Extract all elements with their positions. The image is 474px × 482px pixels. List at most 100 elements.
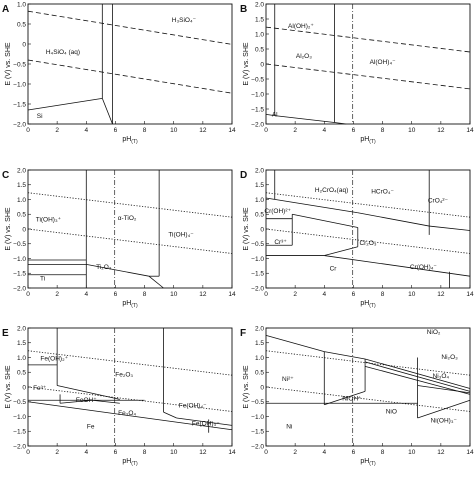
x-tick-label: 12 <box>199 449 207 456</box>
x-tick-label: 8 <box>381 449 385 456</box>
y-tick-label: −0.5 <box>251 241 264 248</box>
phase-boundary <box>57 385 120 400</box>
water-stability-line <box>27 386 233 412</box>
panel-label: F <box>240 328 246 339</box>
x-axis-label: pH(T) <box>360 458 376 467</box>
water-stability-line <box>27 192 233 218</box>
phase-boundary <box>334 122 347 125</box>
x-tick-label: 12 <box>437 449 445 456</box>
y-axis-label: E (V) vs. SHE <box>5 207 12 251</box>
y-tick-label: −1.5 <box>13 271 26 278</box>
phase-boundary <box>292 213 358 228</box>
y-tick-label: 0.5 <box>17 370 26 377</box>
x-tick-label: 14 <box>228 291 236 298</box>
phase-boundary <box>274 115 335 123</box>
y-axis-label: E (V) vs. SHE <box>5 42 12 86</box>
region-label: Ni₃O₄ <box>433 373 450 380</box>
phase-boundary <box>148 275 164 289</box>
y-tick-label: −1.0 <box>251 414 264 421</box>
x-tick-label: 6 <box>352 291 356 298</box>
y-tick-label: −2.0 <box>251 121 264 128</box>
y-tick-label: 1.0 <box>255 197 264 204</box>
region-label: NiOH⁺ <box>342 395 362 402</box>
panel-label: B <box>240 4 247 15</box>
y-tick-label: 0.5 <box>255 212 264 219</box>
x-tick-label: 10 <box>170 291 178 298</box>
y-tick-label: 0 <box>22 226 26 233</box>
water-stability-line <box>27 10 233 45</box>
y-tick-label: −0.5 <box>13 241 26 248</box>
y-tick-label: −1.5 <box>251 271 264 278</box>
water-stability-line <box>265 63 471 90</box>
y-tick-label: −1.5 <box>251 429 264 436</box>
y-tick-label: −1.0 <box>13 256 26 263</box>
x-tick-label: 0 <box>264 127 268 134</box>
y-tick-label: 1.5 <box>255 182 264 189</box>
phase-boundary <box>86 264 150 277</box>
region-label: H₃SiO₄⁻ <box>172 17 197 24</box>
phase-boundary <box>265 114 275 116</box>
water-stability-line <box>265 386 471 412</box>
region-label: Al₂O₃ <box>296 53 312 60</box>
y-tick-label: −1.0 <box>251 91 264 98</box>
y-tick-label: 0 <box>260 384 264 391</box>
phase-boundary <box>60 399 93 404</box>
y-axis-label: E (V) vs. SHE <box>243 42 250 86</box>
plot-frame <box>265 169 471 289</box>
y-axis-label: E (V) vs. SHE <box>243 207 250 251</box>
y-tick-label: 1.5 <box>17 340 26 347</box>
phase-boundary <box>324 351 366 360</box>
x-tick-label: 2 <box>293 449 297 456</box>
water-stability-line <box>27 350 233 376</box>
y-tick-label: −1.5 <box>251 106 264 113</box>
x-tick-label: 6 <box>114 127 118 134</box>
region-label: Cr(OH)₄⁻ <box>410 264 438 271</box>
y-tick-label: 1.0 <box>255 355 264 362</box>
y-tick-label: 1.0 <box>17 197 26 204</box>
x-tick-label: 6 <box>114 449 118 456</box>
region-label: FeOH⁺ <box>76 397 97 404</box>
region-label: Ti <box>40 276 45 283</box>
region-label: Fe³⁺ <box>33 385 47 392</box>
region-label: H₄SiO₄ (aq) <box>46 49 80 56</box>
y-tick-label: 1.5 <box>255 340 264 347</box>
x-axis-label: pH(T) <box>360 136 376 145</box>
x-tick-label: 12 <box>199 291 207 298</box>
x-tick-label: 4 <box>322 127 326 134</box>
panel-a: A 1.00.50−0.5−1.0−1.5−2.00 2 4 6 8 10 12 14pH(T)… <box>2 1 236 145</box>
x-tick-label: 4 <box>84 449 88 456</box>
region-label: CrO₄²⁻ <box>428 197 449 204</box>
region-label: Si <box>37 113 43 120</box>
y-tick-label: 0 <box>260 61 264 68</box>
water-stability-line <box>265 192 471 218</box>
phase-boundary <box>324 391 366 406</box>
region-label: Cr³⁺ <box>274 239 287 246</box>
y-tick-label: 0 <box>22 384 26 391</box>
region-label: Al(OH)₂⁺ <box>288 23 314 30</box>
x-tick-label: 14 <box>228 449 236 456</box>
region-label: Fe₂O₃ <box>115 372 133 379</box>
plot-frame <box>265 327 471 447</box>
x-tick-label: 12 <box>199 127 207 134</box>
x-tick-label: 14 <box>466 449 474 456</box>
x-axis-label: pH(T) <box>122 300 138 309</box>
y-tick-label: 2.0 <box>255 167 264 174</box>
region-label: NiO <box>386 409 397 416</box>
water-stability-line <box>265 228 471 254</box>
region-label: Fe(OH)₄⁻ <box>179 403 207 410</box>
x-tick-label: 2 <box>293 127 297 134</box>
x-tick-label: 10 <box>408 291 416 298</box>
region-label: Al(OH)₄⁻ <box>370 59 397 66</box>
panel-d: D 2.01.51.00.50−0.5−1.0−1.5−2.00 2 4 6 8 10 12 1… <box>240 167 474 309</box>
region-label: Al <box>272 112 278 119</box>
x-tick-label: 8 <box>143 127 147 134</box>
y-tick-label: 1.0 <box>255 31 264 38</box>
phase-boundary <box>429 225 471 231</box>
region-label: Cr₂O₃ <box>359 240 376 247</box>
region-label: Fe <box>87 423 95 430</box>
y-tick-label: 1.5 <box>255 16 264 23</box>
x-tick-label: 14 <box>466 127 474 134</box>
phase-boundary <box>92 399 120 404</box>
y-tick-label: 1.5 <box>17 182 26 189</box>
